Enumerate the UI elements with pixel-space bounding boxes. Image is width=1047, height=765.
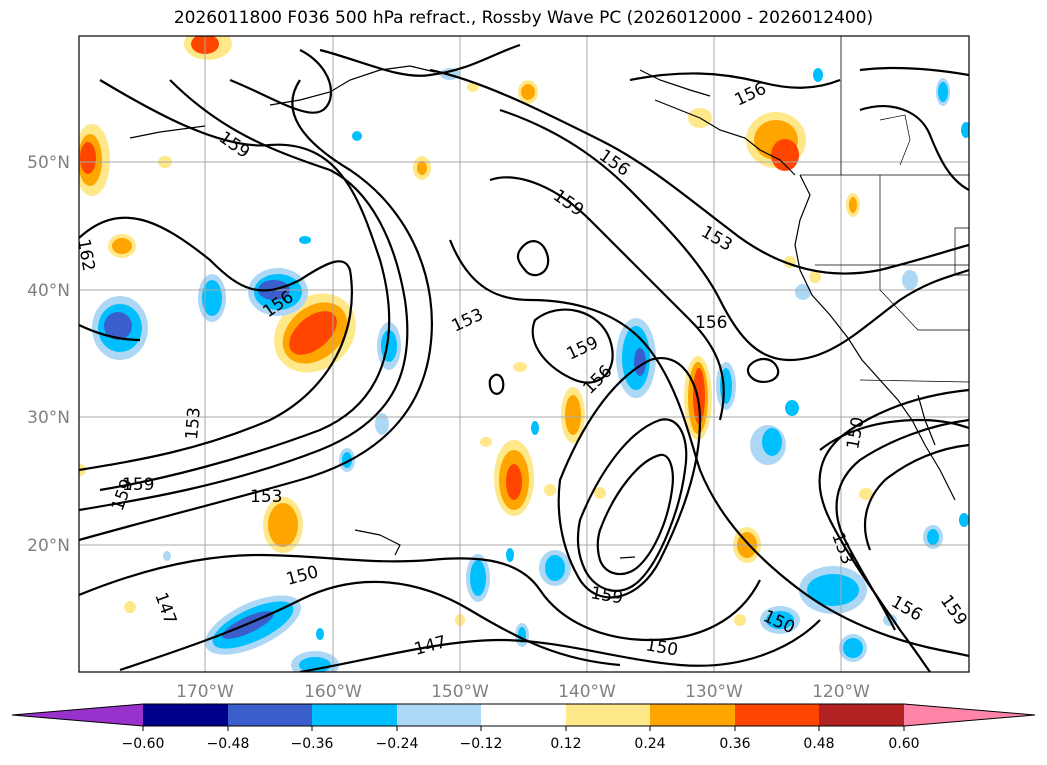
colorbar-segment bbox=[397, 704, 481, 726]
contour-label: 153 bbox=[250, 487, 282, 507]
colorbar-segment bbox=[566, 704, 650, 726]
colorbar-segment bbox=[819, 704, 904, 726]
colorbar-tick: −0.36 bbox=[291, 736, 334, 752]
contour-label: 156 bbox=[695, 313, 727, 333]
colorbar-segment bbox=[650, 704, 735, 726]
lon-label: 140°W bbox=[558, 682, 616, 702]
colorbar-tick: −0.48 bbox=[207, 736, 250, 752]
lon-label: 170°W bbox=[176, 682, 234, 702]
colorbar: −0.60 −0.48 −0.36 −0.24 −0.12 0.12 0.24 … bbox=[11, 703, 1036, 752]
plot-frame bbox=[78, 35, 970, 673]
colorbar-tick: −0.60 bbox=[122, 736, 165, 752]
longitude-labels: 170°W 160°W 150°W 140°W 130°W 120°W bbox=[176, 682, 870, 702]
map-title: 2026011800 F036 500 hPa refract., Rossby… bbox=[173, 8, 874, 28]
lat-label: 20°N bbox=[27, 536, 70, 556]
contour-lines bbox=[79, 43, 969, 672]
colorbar-segment bbox=[312, 704, 397, 726]
contour-label: 162 bbox=[73, 237, 98, 272]
lon-label: 130°W bbox=[685, 682, 743, 702]
colorbar-tick: 0.24 bbox=[634, 736, 665, 752]
colorbar-segment bbox=[735, 704, 819, 726]
colorbar-segment bbox=[481, 704, 566, 726]
colorbar-tick: 0.60 bbox=[888, 736, 919, 752]
lon-label: 120°W bbox=[812, 682, 870, 702]
contour-label: 153 bbox=[182, 406, 205, 440]
lon-label: 150°W bbox=[431, 682, 489, 702]
lat-label: 50°N bbox=[27, 153, 70, 173]
colorbar-segment bbox=[143, 704, 228, 726]
colorbar-tick: 0.48 bbox=[803, 736, 834, 752]
lon-label: 160°W bbox=[304, 682, 362, 702]
lat-label: 30°N bbox=[27, 408, 70, 428]
colorbar-segment bbox=[228, 704, 312, 726]
contour-label: 159 bbox=[122, 475, 154, 495]
lat-label: 40°N bbox=[27, 281, 70, 301]
latitude-labels: 50°N 40°N 30°N 20°N bbox=[27, 153, 70, 556]
colorbar-extend-left bbox=[12, 704, 143, 726]
colorbar-extend-right bbox=[904, 704, 1035, 726]
positive-anomaly-shading bbox=[79, 36, 873, 626]
colorbar-tick: −0.12 bbox=[460, 736, 503, 752]
colorbar-tick: −0.24 bbox=[376, 736, 419, 752]
borders bbox=[800, 36, 969, 383]
colorbar-tick: 0.12 bbox=[550, 736, 581, 752]
colorbar-tick: 0.36 bbox=[719, 736, 750, 752]
